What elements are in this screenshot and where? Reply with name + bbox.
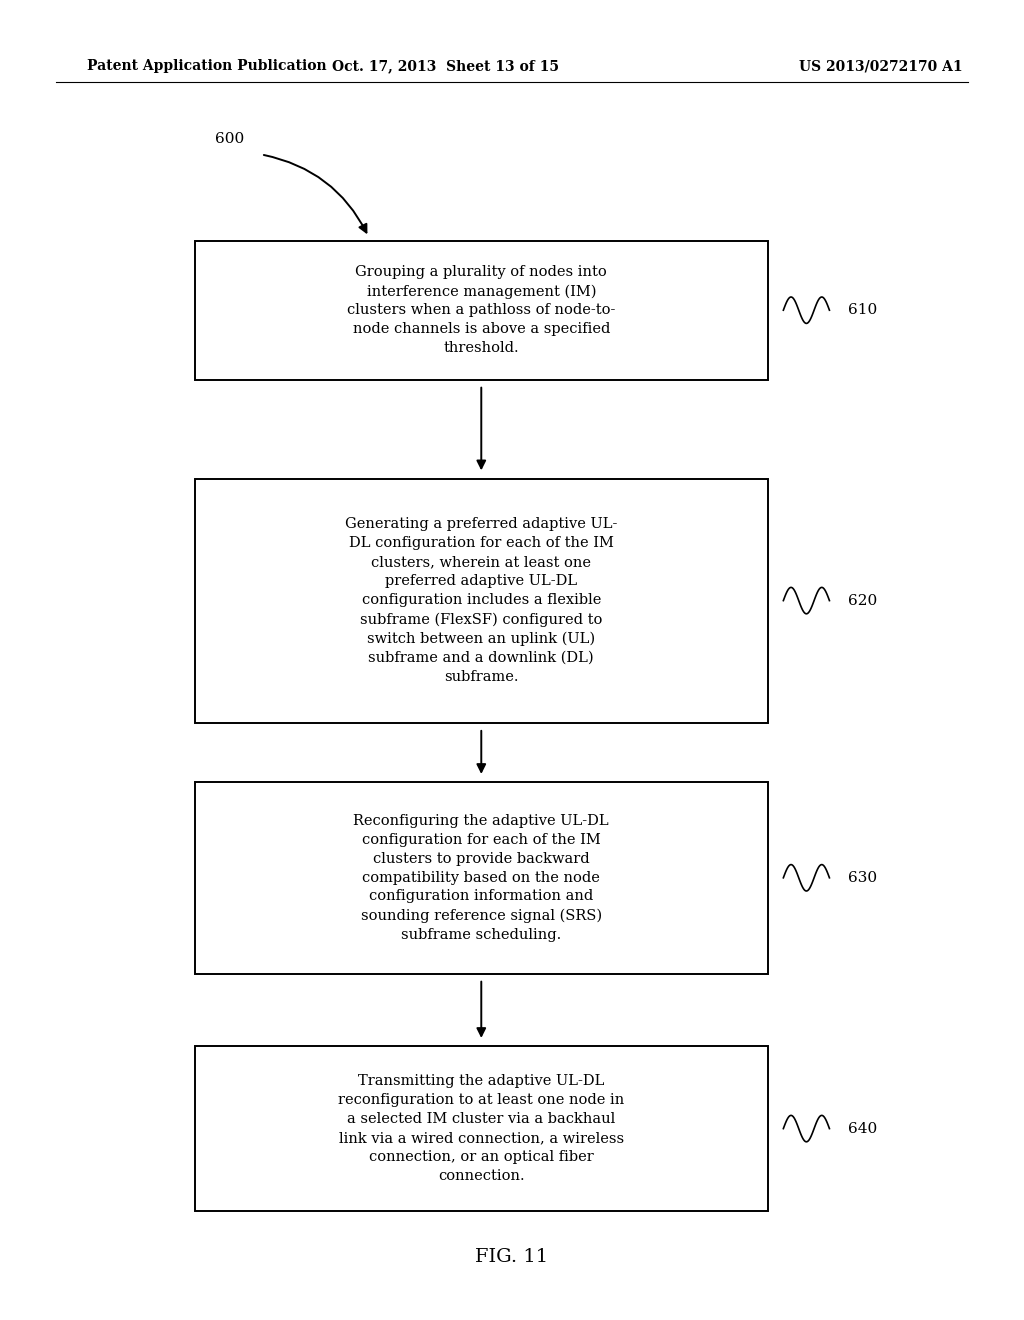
Text: US 2013/0272170 A1: US 2013/0272170 A1: [799, 59, 963, 73]
Text: Grouping a plurality of nodes into
interference management (IM)
clusters when a : Grouping a plurality of nodes into inter…: [347, 265, 615, 355]
FancyBboxPatch shape: [195, 242, 768, 380]
FancyBboxPatch shape: [195, 479, 768, 722]
Text: Oct. 17, 2013  Sheet 13 of 15: Oct. 17, 2013 Sheet 13 of 15: [332, 59, 559, 73]
Text: 640: 640: [848, 1122, 878, 1135]
FancyBboxPatch shape: [195, 781, 768, 974]
Text: Patent Application Publication: Patent Application Publication: [87, 59, 327, 73]
Text: Reconfiguring the adaptive UL-DL
configuration for each of the IM
clusters to pr: Reconfiguring the adaptive UL-DL configu…: [353, 813, 609, 942]
Text: 610: 610: [848, 304, 878, 317]
Text: Generating a preferred adaptive UL-
DL configuration for each of the IM
clusters: Generating a preferred adaptive UL- DL c…: [345, 517, 617, 684]
Text: 630: 630: [848, 871, 877, 884]
FancyBboxPatch shape: [195, 1045, 768, 1212]
Text: 600: 600: [215, 132, 245, 145]
Text: FIG. 11: FIG. 11: [475, 1247, 549, 1266]
Text: Transmitting the adaptive UL-DL
reconfiguration to at least one node in
a select: Transmitting the adaptive UL-DL reconfig…: [338, 1074, 625, 1183]
Text: 620: 620: [848, 594, 878, 607]
